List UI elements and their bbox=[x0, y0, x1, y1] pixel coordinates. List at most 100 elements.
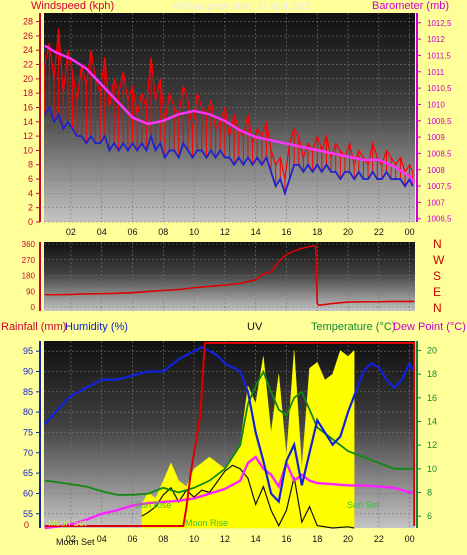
wind-y-tick-18: 18 bbox=[23, 88, 33, 98]
wind-plot-area bbox=[44, 13, 415, 222]
rainfall-line bbox=[44, 342, 416, 527]
compass-E-3: E bbox=[433, 285, 441, 299]
baro-tick-1008,5: 1008,5 bbox=[427, 149, 452, 158]
baro-tick-1007,5: 1007,5 bbox=[427, 182, 452, 191]
wind-x-tick-12: 12 bbox=[220, 227, 230, 237]
uv-axis-title: UV bbox=[247, 321, 263, 333]
windspeed-axis-title: Windspeed (kph) bbox=[31, 0, 114, 12]
wind-direction-line bbox=[44, 244, 415, 307]
wind-y-tick-8: 8 bbox=[28, 160, 33, 170]
wind-x-tick-08: 08 bbox=[158, 227, 168, 237]
wind-y-tick-0: 0 bbox=[28, 217, 33, 227]
climate-x-tick-20: 20 bbox=[343, 534, 353, 544]
humidity-tick-85: 85 bbox=[23, 387, 33, 397]
wind-y-tick-4: 4 bbox=[28, 188, 33, 198]
graph-date-title: All Data graph date : 17 April 2015 bbox=[173, 1, 310, 11]
humidity-tick-90: 90 bbox=[23, 366, 33, 376]
wind-x-tick-18: 18 bbox=[312, 227, 322, 237]
wind-x-tick-06: 06 bbox=[128, 227, 138, 237]
climate-x-tick-labels: 02 04 06 08 10 12 14 16 18 20 22 00 bbox=[66, 534, 415, 544]
barometer-line bbox=[44, 44, 416, 184]
humidity-tick-95: 95 bbox=[23, 346, 33, 356]
barometer-axis-title: Barometer (mb) bbox=[372, 0, 449, 12]
wind-y-tick-26: 26 bbox=[23, 31, 33, 41]
moon-set-annotation: Moon Set bbox=[48, 518, 87, 528]
sun-rise-annotation: Sun Rise bbox=[135, 500, 172, 510]
baro-tick-1011: 1011 bbox=[427, 68, 445, 77]
wind-y-tick-10: 10 bbox=[23, 145, 33, 155]
wind-x-tick-04: 04 bbox=[97, 227, 107, 237]
dir-y-tick-270: 270 bbox=[22, 256, 36, 265]
climate-x-tick-06: 06 bbox=[128, 534, 138, 544]
rainfall-axis-title: Rainfall (mm) bbox=[1, 321, 66, 333]
direction-gridlines bbox=[44, 242, 415, 311]
baro-tick-1006,5: 1006,5 bbox=[427, 215, 452, 224]
climate-series bbox=[43, 342, 416, 530]
dir-y-tick-360: 360 bbox=[22, 240, 36, 249]
direction-plot-area bbox=[44, 242, 415, 311]
temp-tick-14: 14 bbox=[427, 416, 437, 426]
humidity-tick-labels: 55 60 65 70 75 80 85 90 95 bbox=[23, 346, 40, 519]
wind-x-tick-10: 10 bbox=[189, 227, 199, 237]
humidity-tick-70: 70 bbox=[23, 448, 33, 458]
dewpoint-line bbox=[44, 455, 415, 530]
temp-tick-6: 6 bbox=[427, 511, 432, 521]
dir-y-tick-0: 0 bbox=[31, 303, 36, 312]
wind-y-tick-28: 28 bbox=[23, 17, 33, 27]
barometer-tick-labels: 1006,5 1007 1007,5 1008 1008,5 1009 1009,5 1010… bbox=[417, 19, 452, 224]
climate-x-tick-22: 22 bbox=[374, 534, 384, 544]
baro-tick-1007: 1007 bbox=[427, 198, 445, 207]
climate-x-tick-16: 16 bbox=[281, 534, 291, 544]
temp-tick-18: 18 bbox=[427, 369, 437, 379]
temperature-line bbox=[44, 369, 415, 496]
humidity-tick-80: 80 bbox=[23, 407, 33, 417]
dir-y-tick-180: 180 bbox=[22, 272, 36, 281]
climate-x-tick-14: 14 bbox=[251, 534, 261, 544]
moon-rise-annotation: Moon Rise bbox=[185, 518, 228, 528]
wind-y-tick-20: 20 bbox=[23, 74, 33, 84]
baro-tick-1008: 1008 bbox=[427, 166, 445, 175]
wind-gridlines bbox=[44, 13, 415, 223]
humidity-axis-title: Humidity (%) bbox=[65, 321, 128, 333]
baro-tick-1009: 1009 bbox=[427, 133, 445, 142]
dir-y-tick-90: 90 bbox=[26, 287, 35, 296]
wind-series bbox=[44, 28, 416, 197]
baro-tick-1012: 1012 bbox=[427, 35, 445, 44]
humidity-tick-65: 65 bbox=[23, 468, 33, 478]
humidity-line bbox=[43, 345, 416, 504]
humidity-tick-75: 75 bbox=[23, 427, 33, 437]
compass-W-1: W bbox=[433, 253, 445, 267]
compass-N-0: N bbox=[433, 237, 442, 251]
climate-x-tick-12: 12 bbox=[220, 534, 230, 544]
wind-y-tick-22: 22 bbox=[23, 60, 33, 70]
baro-tick-1010,5: 1010,5 bbox=[427, 84, 452, 93]
climate-x-tick-10: 10 bbox=[189, 534, 199, 544]
temp-tick-12: 12 bbox=[427, 440, 437, 450]
average-wind-line bbox=[44, 105, 414, 197]
wind-y-tick-16: 16 bbox=[23, 102, 33, 112]
humidity-tick-55: 55 bbox=[23, 509, 33, 519]
sun-set-annotation: Sun Set bbox=[347, 500, 380, 510]
compass-N-4: N bbox=[433, 301, 442, 315]
baro-tick-1012,5: 1012,5 bbox=[427, 19, 452, 28]
temp-tick-20: 20 bbox=[427, 345, 437, 355]
rainfall-zero-label: 0 bbox=[24, 520, 29, 530]
wind-y-tick-24: 24 bbox=[23, 45, 33, 55]
temp-tick-8: 8 bbox=[427, 487, 432, 497]
wind-x-tick-02: 02 bbox=[66, 227, 76, 237]
wind-y-tick-2: 2 bbox=[28, 203, 33, 213]
baro-tick-1011,5: 1011,5 bbox=[427, 51, 451, 60]
temperature-axis-title: Temperature (°C) bbox=[311, 321, 395, 333]
wind-y-tick-12: 12 bbox=[23, 131, 33, 141]
wind-x-tick-20: 20 bbox=[343, 227, 353, 237]
wind-x-tick-16: 16 bbox=[281, 227, 291, 237]
wind-x-tick-14: 14 bbox=[251, 227, 261, 237]
wind-x-tick-labels: 02 04 06 08 10 12 14 16 18 20 22 00 bbox=[66, 227, 415, 237]
climate-x-tick-00: 00 bbox=[405, 534, 415, 544]
temp-tick-16: 16 bbox=[427, 393, 437, 403]
